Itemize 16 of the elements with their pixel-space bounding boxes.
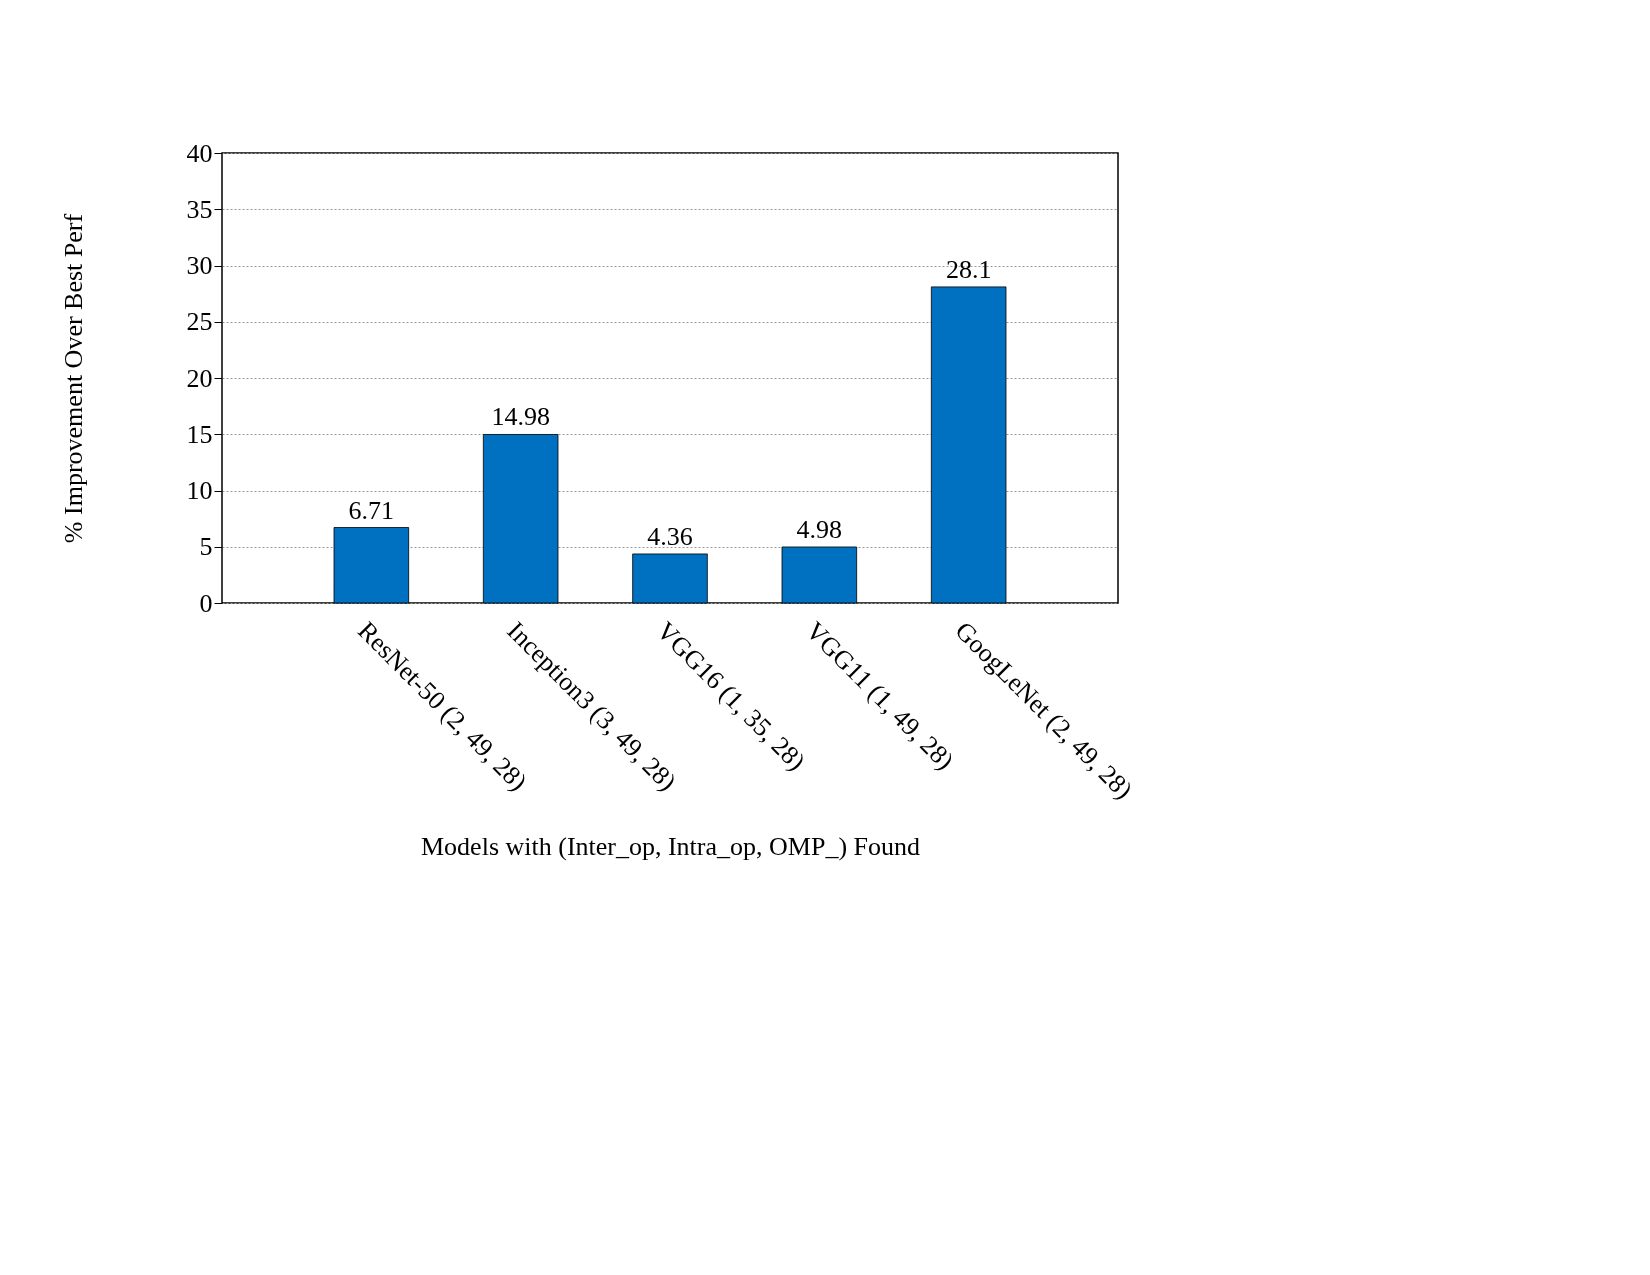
y-tick-label: 40: [186, 138, 213, 168]
y-tick-label: 0: [199, 588, 213, 618]
y-tick-label: 5: [199, 532, 213, 562]
data-label: 14.98: [491, 402, 550, 432]
y-tick-label: 35: [186, 194, 213, 224]
y-tick-label: 15: [186, 419, 213, 449]
data-label: 4.36: [647, 521, 693, 551]
data-label: 28.1: [945, 254, 992, 284]
y-axis-title: % Improvement Over Best Perf: [58, 213, 88, 544]
y-tick-label: 10: [186, 476, 213, 505]
y-tick-label: 25: [186, 307, 213, 337]
data-label: 4.98: [796, 514, 843, 544]
data-label: 6.71: [348, 495, 395, 525]
y-tick-label: 20: [186, 363, 213, 393]
x-axis-title: Models with (Inter_op, Intra_op, OMP_) Found: [420, 831, 921, 861]
y-tick-label: 30: [186, 251, 213, 280]
